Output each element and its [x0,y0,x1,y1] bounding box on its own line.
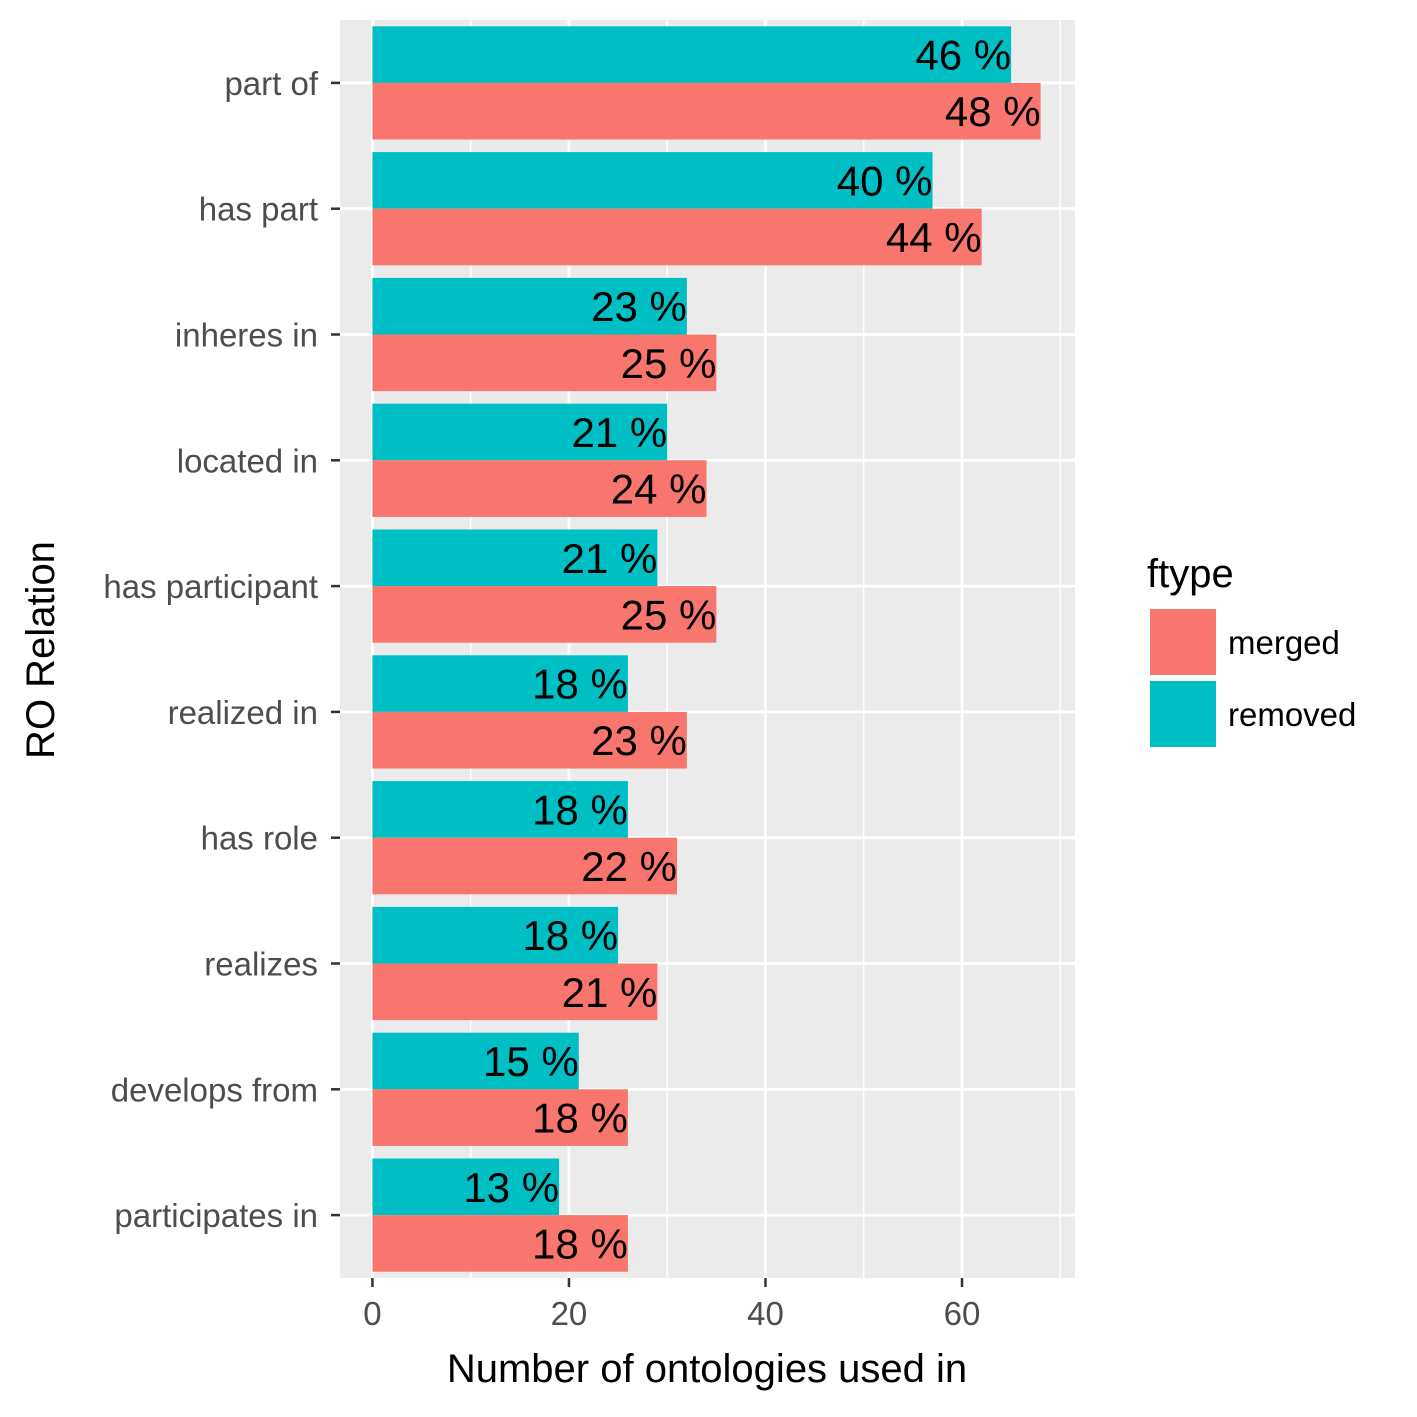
bar-merged-has-participant [372,586,717,643]
bar-label-removed-inheres-in: 23 % [591,283,687,330]
x-tick-label: 60 [944,1295,981,1332]
y-tick-label-has-part: has part [199,191,318,228]
bar-merged-located-in [372,460,707,517]
bar-label-removed-realized-in: 18 % [532,661,628,708]
bar-label-merged-has-participant: 25 % [621,591,717,638]
bar-label-removed-located-in: 21 % [571,409,667,456]
bar-merged-part-of [372,82,1041,140]
bar-label-merged-part-of: 48 % [945,88,1041,135]
bar-label-merged-inheres-in: 25 % [621,340,717,387]
bar-labels: 46 % 40 % 23 % 21 % 21 % 18 % 18 % 18 % 15 % 13 %… [463,32,1040,1268]
bar-label-merged-has-part: 44 % [886,214,982,261]
bar-removed-located-in [372,403,668,461]
bar-label-merged-located-in: 24 % [611,466,707,513]
bar-label-merged-develops-from: 18 % [532,1095,628,1142]
bar-removed-has-participant [372,529,658,587]
legend-label-removed: removed [1228,696,1356,733]
legend-label-merged: merged [1228,624,1340,661]
legend: ftype merged removed [1147,552,1356,747]
bar-label-merged-participates-in: 18 % [532,1220,628,1267]
bar-label-removed-develops-from: 15 % [483,1038,579,1085]
legend-key-removed [1150,681,1216,747]
bar-label-merged-realizes: 21 % [562,969,658,1016]
bars [372,26,1041,1272]
bar-label-removed-has-part: 40 % [837,157,933,204]
bar-label-merged-has-role: 22 % [581,843,677,890]
bar-label-removed-realizes: 18 % [522,912,618,959]
bar-removed-inheres-in [372,277,687,335]
bar-merged-has-part [372,208,982,266]
bar-removed-realized-in [372,655,628,712]
bar-merged-develops-from [372,1089,628,1146]
bar-removed-part-of [372,26,1012,83]
bar-removed-develops-from [372,1032,579,1090]
bar-removed-has-role [372,781,628,838]
y-tick-label-inheres-in: inheres in [175,317,318,354]
y-tick-label-develops-from: develops from [111,1071,318,1108]
bar-merged-inheres-in [372,334,717,392]
bar-label-removed-part-of: 46 % [915,32,1011,79]
y-axis: part of has part inheres in located in has p… [103,65,340,1234]
x-tick-label: 20 [551,1295,588,1332]
bar-removed-realizes [372,906,619,964]
x-axis-title: Number of ontologies used in [447,1347,967,1391]
y-tick-label-located-in: located in [177,442,318,479]
legend-key-merged [1150,609,1216,675]
x-tick-label: 40 [747,1295,784,1332]
bar-label-merged-realized-in: 23 % [591,717,687,764]
y-tick-label-participates-in: participates in [114,1197,318,1234]
legend-title: ftype [1147,552,1234,596]
bar-removed-has-part [372,152,933,209]
bar-removed-participates-in [372,1158,560,1216]
y-axis-title: RO Relation [19,541,63,759]
y-tick-label-has-role: has role [201,820,318,857]
bar-merged-has-role [372,837,678,895]
bar-merged-realized-in [372,711,687,769]
x-axis: 0 20 40 60 [363,1278,980,1332]
bar-label-removed-has-participant: 21 % [562,535,658,582]
bar-label-removed-participates-in: 13 % [463,1164,559,1211]
bar-merged-realizes [372,963,658,1021]
y-tick-label-realized-in: realized in [168,694,318,731]
y-tick-label-part-of: part of [224,65,318,102]
y-tick-label-has-participant: has participant [103,568,318,605]
bar-merged-participates-in [372,1215,628,1272]
y-tick-label-realizes: realizes [204,946,318,983]
x-tick-label: 0 [363,1295,381,1332]
bar-label-removed-has-role: 18 % [532,786,628,833]
